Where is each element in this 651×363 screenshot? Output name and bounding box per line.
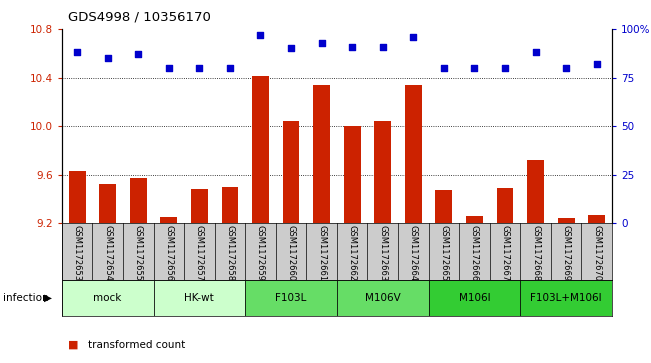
Bar [252,76,269,223]
Text: M106I: M106I [458,293,490,303]
Point [531,49,541,55]
Point [408,34,419,40]
Text: GSM1172669: GSM1172669 [562,225,570,281]
Text: GSM1172664: GSM1172664 [409,225,418,281]
Point [133,52,143,57]
Point [225,65,235,71]
Point [347,44,357,49]
Point [194,65,204,71]
Text: GSM1172658: GSM1172658 [225,225,234,281]
Point [72,49,82,55]
Text: ▶: ▶ [44,293,52,303]
Point [286,45,296,51]
Point [102,55,113,61]
Point [439,65,449,71]
Bar [436,191,452,223]
Bar [527,160,544,223]
Point [500,65,510,71]
Text: ■: ■ [68,340,79,350]
Bar [221,187,238,223]
Point [163,65,174,71]
Point [469,65,480,71]
Text: GSM1172663: GSM1172663 [378,225,387,281]
Bar [69,171,85,223]
Bar [466,216,483,223]
Text: GSM1172668: GSM1172668 [531,225,540,281]
Bar [520,280,612,316]
Text: GSM1172654: GSM1172654 [104,225,112,281]
Bar [428,280,520,316]
Text: GSM1172657: GSM1172657 [195,225,204,281]
Text: HK-wt: HK-wt [184,293,214,303]
Bar [405,85,422,223]
Text: GSM1172662: GSM1172662 [348,225,357,281]
Point [378,44,388,49]
Bar [374,121,391,223]
Bar [160,217,177,223]
Text: GSM1172656: GSM1172656 [164,225,173,281]
Text: mock: mock [94,293,122,303]
Bar [337,280,428,316]
Text: GSM1172667: GSM1172667 [501,225,510,281]
Text: GSM1172655: GSM1172655 [133,225,143,281]
Point [561,65,572,71]
Bar [154,280,245,316]
Point [316,40,327,45]
Text: transformed count: transformed count [88,340,185,350]
Bar [497,188,514,223]
Text: F103L: F103L [275,293,307,303]
Bar [130,178,146,223]
Bar [589,215,605,223]
Bar [283,121,299,223]
Text: M106V: M106V [365,293,400,303]
Text: GSM1172661: GSM1172661 [317,225,326,281]
Text: GSM1172659: GSM1172659 [256,225,265,281]
Text: infection: infection [3,293,49,303]
Text: GSM1172665: GSM1172665 [439,225,449,281]
Bar [245,280,337,316]
Text: GSM1172653: GSM1172653 [73,225,81,281]
Bar [344,126,361,223]
Bar [62,280,154,316]
Text: GSM1172660: GSM1172660 [286,225,296,281]
Bar [558,219,574,223]
Bar [313,85,330,223]
Bar [191,189,208,223]
Text: GDS4998 / 10356170: GDS4998 / 10356170 [68,11,211,24]
Point [592,61,602,67]
Text: F103L+M106I: F103L+M106I [531,293,602,303]
Point [255,32,266,38]
Text: GSM1172670: GSM1172670 [592,225,601,281]
Bar [100,184,116,223]
Text: GSM1172666: GSM1172666 [470,225,479,281]
